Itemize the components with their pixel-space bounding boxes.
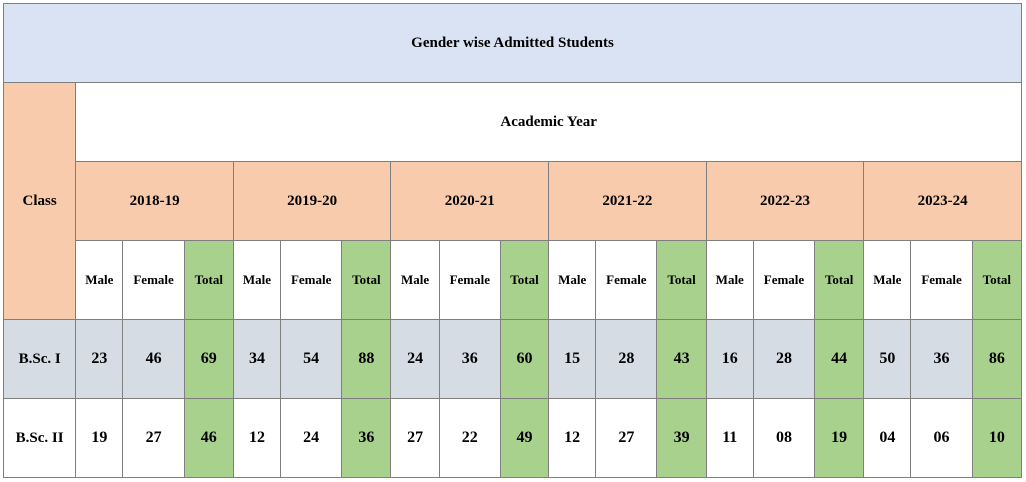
male-cell: 12 bbox=[548, 398, 597, 478]
total-cell: 60 bbox=[499, 319, 550, 399]
year-header: 2022-23 bbox=[705, 161, 865, 241]
total-header: Total bbox=[656, 240, 707, 320]
female-header: Female bbox=[280, 240, 343, 320]
male-cell: 11 bbox=[705, 398, 754, 478]
total-header: Total bbox=[183, 240, 234, 320]
male-cell: 12 bbox=[232, 398, 282, 478]
total-cell: 10 bbox=[971, 398, 1023, 478]
male-cell: 19 bbox=[75, 398, 124, 478]
total-cell: 46 bbox=[183, 398, 234, 478]
total-header: Total bbox=[499, 240, 550, 320]
total-cell: 19 bbox=[814, 398, 865, 478]
female-cell: 36 bbox=[910, 319, 973, 399]
total-cell: 88 bbox=[341, 319, 392, 399]
female-cell: 28 bbox=[752, 319, 816, 399]
row-label: B.Sc. II bbox=[2, 398, 77, 478]
female-cell: 27 bbox=[122, 398, 185, 478]
year-header: 2019-20 bbox=[232, 161, 392, 241]
total-cell: 36 bbox=[341, 398, 392, 478]
female-header: Female bbox=[910, 240, 973, 320]
male-cell: 27 bbox=[390, 398, 440, 478]
female-cell: 54 bbox=[280, 319, 343, 399]
year-header: 2023-24 bbox=[863, 161, 1022, 241]
female-cell: 36 bbox=[438, 319, 501, 399]
year-header: 2020-21 bbox=[390, 161, 550, 241]
male-cell: 50 bbox=[863, 319, 912, 399]
total-cell: 43 bbox=[656, 319, 707, 399]
female-header: Female bbox=[595, 240, 658, 320]
academic-year-header: Academic Year bbox=[75, 82, 1022, 162]
male-header: Male bbox=[232, 240, 282, 320]
male-cell: 24 bbox=[390, 319, 440, 399]
male-cell: 04 bbox=[863, 398, 912, 478]
female-header: Female bbox=[438, 240, 501, 320]
female-header: Female bbox=[122, 240, 185, 320]
female-cell: 08 bbox=[752, 398, 816, 478]
year-header-row: 2018-19 2019-20 2020-21 2021-22 2022-23 … bbox=[4, 161, 1022, 241]
male-header: Male bbox=[863, 240, 912, 320]
female-cell: 28 bbox=[595, 319, 658, 399]
female-header: Female bbox=[752, 240, 816, 320]
female-cell: 24 bbox=[280, 398, 343, 478]
female-cell: 22 bbox=[438, 398, 501, 478]
female-cell: 46 bbox=[122, 319, 185, 399]
row-label: B.Sc. I bbox=[2, 319, 77, 399]
male-cell: 15 bbox=[548, 319, 597, 399]
sub-header-row: Male Female Total Male Female Total Male… bbox=[4, 240, 1023, 320]
male-header: Male bbox=[705, 240, 754, 320]
female-cell: 06 bbox=[910, 398, 973, 478]
male-cell: 34 bbox=[232, 319, 282, 399]
total-cell: 39 bbox=[656, 398, 707, 478]
class-header: Class bbox=[2, 82, 77, 320]
admitted-students-table: Gender wise Admitted Students Class Acad… bbox=[2, 3, 1023, 478]
total-cell: 44 bbox=[814, 319, 865, 399]
total-header: Total bbox=[971, 240, 1023, 320]
male-cell: 16 bbox=[705, 319, 754, 399]
total-header: Total bbox=[814, 240, 865, 320]
male-header: Male bbox=[75, 240, 124, 320]
table-row: B.Sc. II 19 27 46 12 24 36 27 22 49 12 2… bbox=[2, 398, 1023, 478]
male-header: Male bbox=[548, 240, 597, 320]
year-header: 2021-22 bbox=[548, 161, 707, 241]
year-header: 2018-19 bbox=[75, 161, 234, 241]
total-cell: 49 bbox=[499, 398, 550, 478]
male-cell: 23 bbox=[75, 319, 124, 399]
male-header: Male bbox=[390, 240, 440, 320]
table-row: B.Sc. I 23 46 69 34 54 88 24 36 60 15 28… bbox=[2, 319, 1023, 399]
total-header: Total bbox=[341, 240, 392, 320]
female-cell: 27 bbox=[595, 398, 658, 478]
table-title: Gender wise Admitted Students bbox=[3, 3, 1022, 83]
total-cell: 86 bbox=[971, 319, 1023, 399]
total-cell: 69 bbox=[183, 319, 234, 399]
